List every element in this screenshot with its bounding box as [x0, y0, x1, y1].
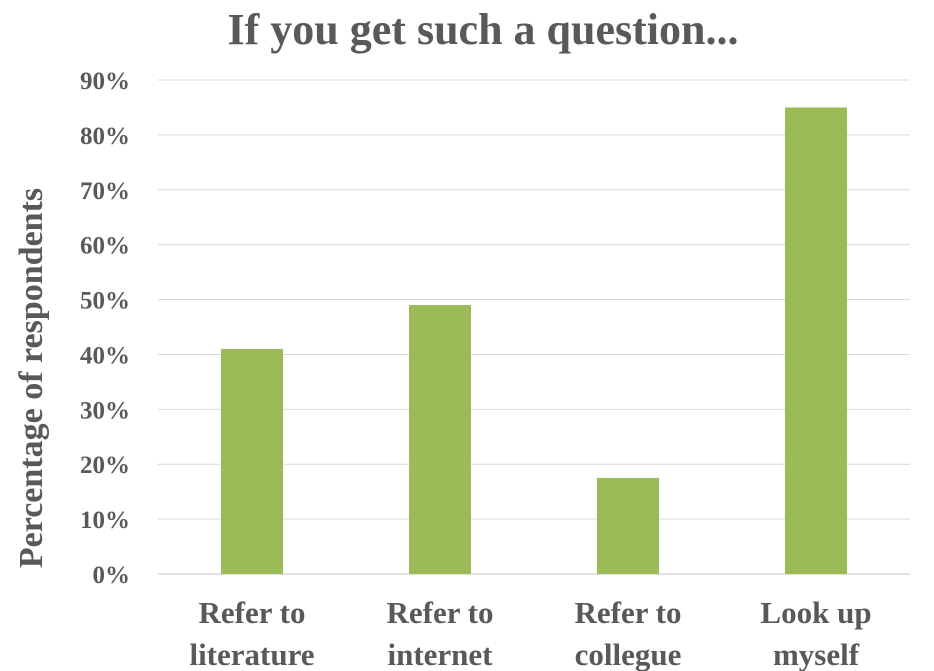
y-tick-label: 10%	[80, 507, 130, 534]
y-tick-label: 30%	[80, 397, 130, 424]
y-tick-label: 40%	[80, 342, 130, 369]
gridlines	[158, 79, 910, 575]
y-axis-label: Percentage of respondents	[13, 188, 50, 568]
y-tick-label: 0%	[93, 562, 131, 589]
y-tick-label: 20%	[80, 452, 130, 479]
bars	[221, 107, 847, 574]
y-axis-ticks: 0% 10% 20% 30% 40% 50% 60% 70% 80% 90%	[80, 68, 130, 589]
chart-title: If you get such a question...	[228, 5, 739, 54]
bar	[409, 305, 471, 574]
x-tick-label: Refer to internet	[386, 595, 493, 671]
y-tick-label: 70%	[80, 178, 130, 205]
y-tick-label: 90%	[80, 68, 130, 95]
y-tick-label: 60%	[80, 233, 130, 260]
bar	[597, 477, 659, 574]
bar	[221, 348, 283, 574]
y-tick-label: 50%	[80, 288, 130, 315]
x-axis-ticks: Refer to literature Refer to internet Refer …	[189, 595, 871, 671]
x-tick-label: Refer to literature	[189, 595, 314, 671]
x-tick-label: Refer to collegue	[574, 595, 681, 671]
x-tick-label: Look up myself	[760, 595, 871, 671]
y-tick-label: 80%	[80, 123, 130, 150]
bar	[785, 107, 847, 574]
